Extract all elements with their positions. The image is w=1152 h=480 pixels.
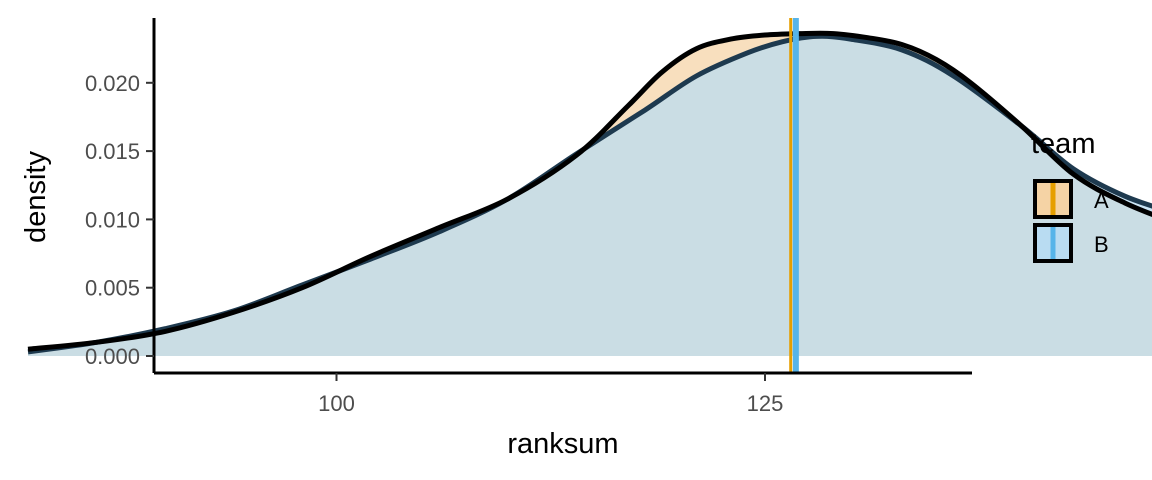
y-tick-label: 0.005 xyxy=(85,276,140,301)
density-fill-B xyxy=(28,36,1152,356)
plot-area xyxy=(28,18,1152,373)
y-tick-label: 0.010 xyxy=(85,207,140,232)
y-axis-title: density xyxy=(20,151,52,243)
legend: team AB xyxy=(1031,128,1109,261)
legend-label-A: A xyxy=(1094,188,1109,213)
y-tick-label: 0.020 xyxy=(85,71,140,96)
y-tick-label: 0.015 xyxy=(85,139,140,164)
y-tick-label: 0.000 xyxy=(85,344,140,369)
x-tick-label: 125 xyxy=(747,391,784,416)
legend-title: team xyxy=(1031,128,1095,160)
x-tick-label: 100 xyxy=(318,391,355,416)
x-axis-title: ranksum xyxy=(507,428,618,460)
legend-label-B: B xyxy=(1094,232,1109,257)
